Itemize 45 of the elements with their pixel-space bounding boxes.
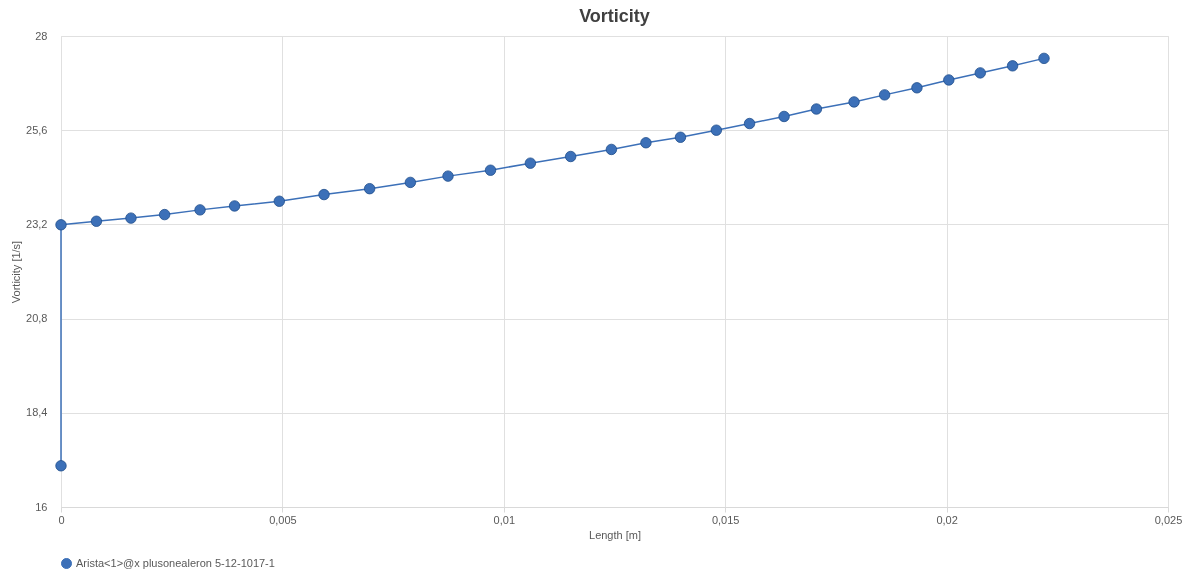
legend-label: Arista<1>@x plusonealeron 5-12-1017-1: [76, 556, 275, 569]
point: [810, 103, 823, 115]
point: [674, 131, 687, 143]
point: [778, 110, 790, 123]
point: [318, 188, 330, 201]
y-axis-title: Vorticity [1/s]: [10, 240, 23, 304]
point: [55, 460, 67, 472]
point: [524, 157, 537, 169]
point: [90, 215, 103, 227]
point: [640, 137, 652, 149]
point: [228, 200, 241, 212]
point: [363, 183, 376, 195]
point: [158, 208, 171, 221]
point: [1038, 52, 1050, 65]
point: [878, 89, 891, 101]
point: [442, 170, 454, 182]
point: [273, 195, 285, 207]
y-tick-label: 16: [35, 500, 48, 513]
x-tick-label: 0,015: [711, 513, 740, 526]
point: [743, 117, 756, 130]
x-tick-label: 0,005: [269, 513, 297, 526]
x-tick-label: 0,02: [936, 513, 958, 526]
y-tick-label: 20,8: [26, 312, 48, 325]
point: [55, 219, 67, 231]
point: [848, 96, 860, 108]
point: [911, 82, 923, 94]
chart-title: Vorticity: [579, 6, 650, 26]
point: [484, 164, 497, 176]
x-tick-label: 0: [58, 513, 65, 526]
point: [404, 176, 417, 189]
point: [943, 74, 955, 86]
point: [974, 67, 986, 79]
x-tick-label: 0,01: [493, 513, 516, 526]
y-tick-label: 18,4: [26, 406, 48, 419]
y-tick-label: 28: [35, 29, 48, 42]
point: [1006, 60, 1019, 72]
point: [565, 150, 577, 163]
x-axis-title: Length [m]: [589, 528, 641, 541]
point: [194, 204, 206, 216]
y-tick-label: 25,6: [26, 123, 48, 136]
point: [710, 124, 722, 136]
x-tick-label: 0,025: [1154, 513, 1183, 526]
point: [605, 143, 618, 156]
y-tick-label: 23,2: [26, 217, 48, 230]
point: [125, 212, 137, 224]
